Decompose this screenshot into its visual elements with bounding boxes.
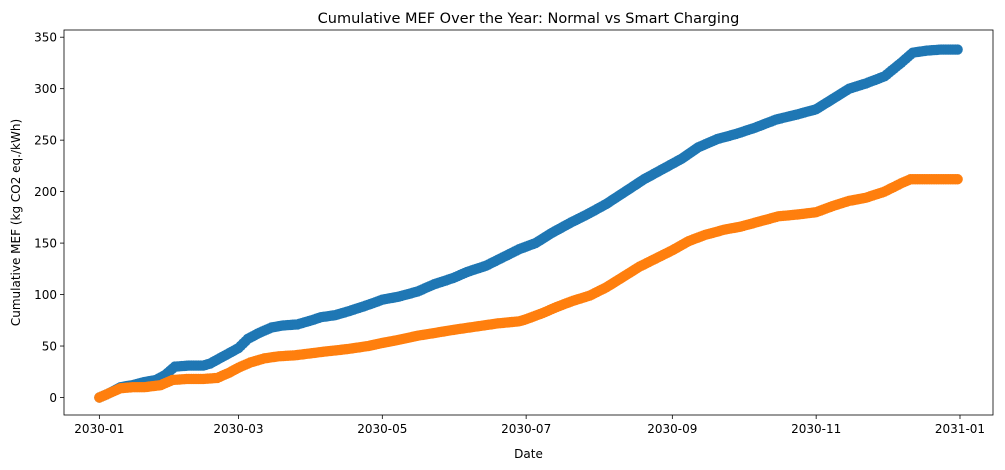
series-2 <box>94 174 963 403</box>
x-tick-label: 2030-01 <box>74 422 124 436</box>
y-tick-label: 50 <box>42 339 57 353</box>
y-axis: 0 50 100 150 200 250 300 350 <box>34 31 64 405</box>
x-tick-label: 2030-05 <box>357 422 407 436</box>
y-tick-label: 150 <box>34 236 57 250</box>
x-tick-label: 2030-07 <box>501 422 551 436</box>
x-tick-label: 2031-01 <box>935 422 985 436</box>
series-layer <box>94 44 963 403</box>
x-axis-label: Date <box>514 447 543 461</box>
x-tick-label: 2030-09 <box>647 422 697 436</box>
x-tick-label: 2030-11 <box>791 422 841 436</box>
x-axis: 2030-01 2030-03 2030-05 2030-07 2030-09 2030-… <box>74 415 985 436</box>
x-tick-label: 2030-03 <box>213 422 263 436</box>
y-tick-label: 250 <box>34 133 57 147</box>
y-tick-label: 100 <box>34 288 57 302</box>
y-axis-label: Cumulative MEF (kg CO2 eq./kWh) <box>9 119 23 326</box>
y-tick-label: 200 <box>34 185 57 199</box>
plot-frame <box>63 29 994 416</box>
data-point <box>952 44 963 55</box>
chart-title: Cumulative MEF Over the Year: Normal vs … <box>318 11 740 27</box>
y-tick-label: 0 <box>49 391 57 405</box>
y-tick-label: 350 <box>34 31 57 45</box>
data-point <box>952 174 963 185</box>
y-tick-label: 300 <box>34 82 57 96</box>
